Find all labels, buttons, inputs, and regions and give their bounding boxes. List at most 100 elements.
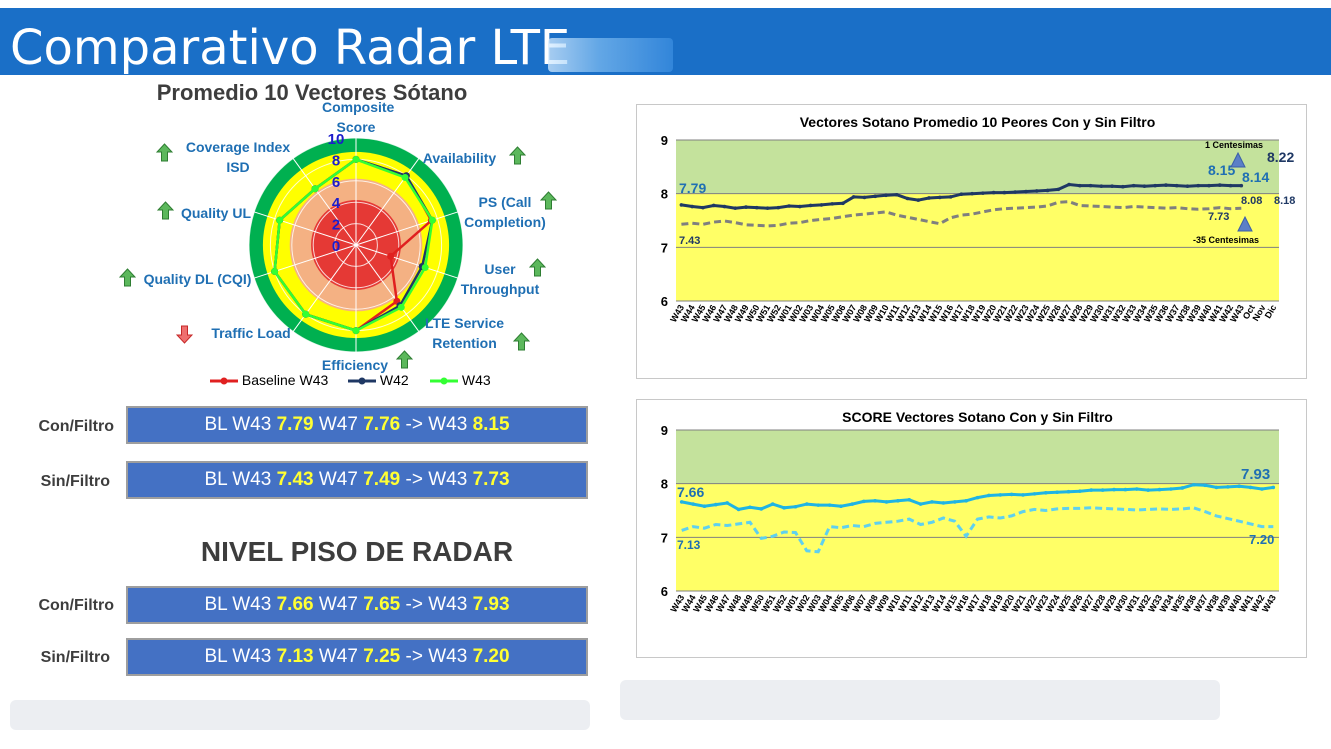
radar-spoke <box>254 244 357 279</box>
data-label: -35 Centesimas <box>1193 235 1259 245</box>
data-label: 7.93 <box>1241 466 1270 483</box>
series-point <box>930 500 934 504</box>
series-point <box>1099 184 1104 188</box>
series-point <box>948 195 953 199</box>
header-bar: Comparativo Radar LTE <box>0 8 1331 76</box>
up-arrow-icon <box>529 258 546 277</box>
data-label: 7.79 <box>679 180 706 196</box>
series-point <box>765 206 770 210</box>
series-point <box>714 502 718 507</box>
series-point <box>1239 183 1244 188</box>
series-point <box>1032 492 1037 496</box>
series-point <box>959 192 964 197</box>
series-point <box>1055 490 1059 495</box>
chart-title: Vectores Sotano Promedio 10 Peores Con y… <box>800 114 1156 130</box>
radar-spoke <box>355 244 458 279</box>
chart-band <box>676 430 1279 484</box>
data-label: 7.43 <box>679 235 700 247</box>
data-label: 8.14 <box>1242 169 1269 185</box>
series-point <box>1203 483 1207 488</box>
triangle-up-icon <box>1230 151 1246 168</box>
current-value: 7.73 <box>472 469 510 490</box>
mid-label: W47 <box>318 646 358 667</box>
data-label: 7.73 <box>1208 211 1229 223</box>
series-point <box>975 495 980 500</box>
data-label: 7.13 <box>677 538 701 552</box>
radar-point <box>421 263 429 271</box>
up-arrow-icon <box>156 143 173 162</box>
y-tick-label: 8 <box>661 187 668 202</box>
data-label: 1 Centesimas <box>1205 140 1263 150</box>
sin-filtro-label: Sin/Filtro <box>40 473 110 490</box>
current-label: -> W43 <box>405 594 468 615</box>
series-point <box>1112 487 1116 492</box>
series-point <box>1185 184 1190 188</box>
series-point <box>1100 488 1105 492</box>
series-point <box>1142 184 1147 188</box>
radar-scale-label: 2 <box>332 217 340 234</box>
series-point <box>748 505 752 510</box>
series-point <box>793 504 798 509</box>
series-point <box>1066 489 1071 494</box>
current-label: -> W43 <box>405 414 468 435</box>
series-point <box>1164 183 1168 187</box>
data-label: 7.66 <box>677 484 704 500</box>
radar-spoke <box>355 158 420 246</box>
series-point <box>861 499 866 504</box>
series-point <box>1153 183 1157 188</box>
radar-point <box>271 267 279 275</box>
series-point <box>830 202 834 206</box>
series-point <box>1134 487 1139 491</box>
baseline-value: 7.43 <box>276 469 314 490</box>
series-point <box>862 195 867 200</box>
current-value: 8.15 <box>472 414 510 435</box>
series-point <box>1077 183 1082 188</box>
axis-label-composite-score: Composite Score <box>322 99 395 135</box>
series-point <box>1217 183 1222 187</box>
series-point <box>1131 183 1136 188</box>
series-point <box>1043 490 1048 495</box>
series-point <box>964 499 968 503</box>
series-point <box>787 204 791 208</box>
series-point <box>782 506 786 510</box>
current-value: 7.93 <box>472 594 510 615</box>
series-point <box>754 205 759 210</box>
series-point <box>805 502 809 506</box>
axis-label-traffic-load: Traffic Load <box>211 325 291 341</box>
series-point <box>1024 189 1028 194</box>
series-point <box>905 196 910 201</box>
series-point <box>1207 183 1211 188</box>
radar-spoke <box>355 211 458 246</box>
page-title: Comparativo Radar LTE <box>10 20 571 76</box>
series-point <box>987 493 991 498</box>
baseline-label: BL W43 <box>204 646 272 667</box>
series-point <box>816 503 821 507</box>
baseline-label: BL W43 <box>204 414 272 435</box>
axis-label-quality-ul: Quality UL <box>180 205 251 221</box>
series-point <box>1002 190 1007 195</box>
series-point <box>798 204 802 209</box>
mid-label: W47 <box>318 414 358 435</box>
radar-point <box>387 252 395 260</box>
mid-label: W47 <box>318 594 358 615</box>
series-point <box>711 203 716 208</box>
series-point <box>679 500 684 504</box>
series-point <box>1021 493 1025 497</box>
radar-spoke <box>254 211 357 246</box>
series-point <box>679 203 684 207</box>
legend-swatch-baseline <box>210 377 238 385</box>
up-arrow-icon <box>513 332 530 351</box>
y-tick-label: 8 <box>661 477 668 492</box>
mid-value: 7.25 <box>363 646 401 667</box>
radar-point <box>428 216 436 224</box>
radar-scale-label: 8 <box>332 152 340 169</box>
series-point <box>1045 188 1050 193</box>
series-point <box>691 502 695 506</box>
legend-label-w42: W42 <box>379 372 409 388</box>
series-point <box>733 206 738 210</box>
axis-label-user-throughput: User Throughput <box>460 261 540 297</box>
series-point <box>970 191 974 196</box>
baseline-label: BL W43 <box>204 594 272 615</box>
current-value: 7.20 <box>472 646 510 667</box>
legend-swatch-w42 <box>348 377 376 385</box>
